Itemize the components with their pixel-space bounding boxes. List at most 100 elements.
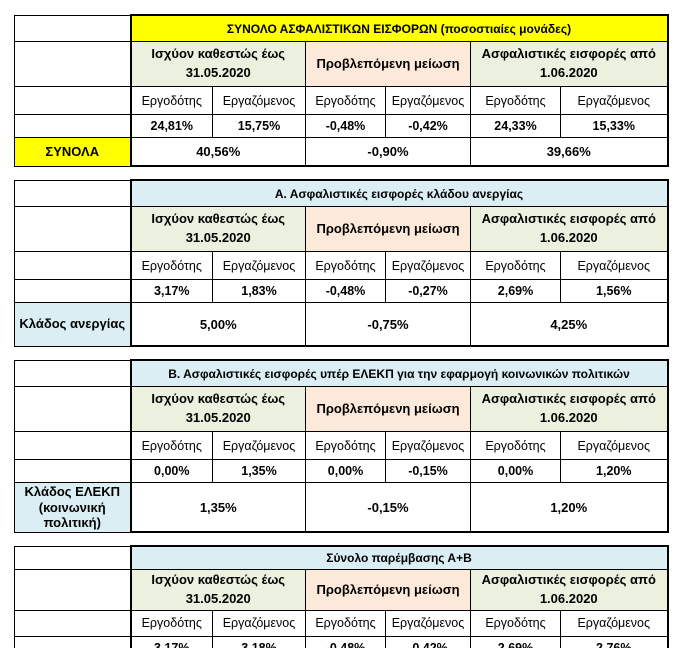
spacer-cell: [14, 431, 131, 460]
subheader-employee: Εργαζόμενος: [385, 86, 471, 115]
unemployment-table: Α. Ασφαλιστικές εισφορές κλάδου ανεργίας…: [14, 179, 669, 347]
spacer-cell: [14, 459, 131, 483]
summary-table: ΣΥΝΟΛΟ ΑΣΦΑΛΙΣΤΙΚΩΝ ΕΙΣΦΟΡΩΝ (ποσοστιαίε…: [14, 14, 669, 167]
total-cell: 40,56%: [129, 137, 306, 167]
table-title: ΣΥΝΟΛΟ ΑΣΦΑΛΙΣΤΙΚΩΝ ΕΙΣΦΟΡΩΝ (ποσοστιαίε…: [129, 14, 669, 42]
subheader-employee: Εργαζόμενος: [212, 431, 306, 460]
spacer-cell: [14, 569, 131, 611]
value-cell: -0,48%: [305, 279, 386, 303]
total-cell: 5,00%: [129, 302, 306, 347]
subheader-employee: Εργαζόμενος: [212, 609, 306, 637]
subheader-employer: Εργοδότης: [470, 86, 561, 115]
subheader-employee: Εργαζόμενος: [560, 609, 669, 637]
subheader-employee: Εργαζόμενος: [385, 431, 471, 460]
total-cell: 4,25%: [470, 302, 669, 347]
value-cell: 1,35%: [212, 459, 306, 483]
spacer-cell: [14, 359, 131, 387]
spacer-cell: [14, 609, 131, 637]
elekp-table-block: Β. Ασφαλιστικές εισφορές υπέρ ΕΛΕΚΠ για …: [14, 359, 683, 534]
spacer-cell: [14, 179, 131, 207]
spacer-cell: [14, 386, 131, 432]
table-title: Β. Ασφαλιστικές εισφορές υπέρ ΕΛΕΚΠ για …: [129, 359, 669, 387]
group-header-reduction: Προβλεπόμενη μείωση: [305, 41, 471, 87]
subheader-employee: Εργαζόμενος: [560, 431, 669, 460]
value-cell: 24,81%: [129, 114, 213, 138]
group-header-current-regime: Ισχύον καθεστώς έως 31.05.2020: [129, 41, 306, 87]
summary-table-block: ΣΥΝΟΛΟ ΑΣΦΑΛΙΣΤΙΚΩΝ ΕΙΣΦΟΡΩΝ (ποσοστιαίε…: [14, 14, 683, 167]
value-cell: 3,17%: [129, 635, 213, 648]
group-header-new-contributions: Ασφαλιστικές εισφορές από 1.06.2020: [470, 41, 669, 87]
subheader-employer: Εργοδότης: [470, 251, 561, 280]
value-cell: -0,15%: [385, 459, 471, 483]
value-cell: 2,69%: [470, 635, 561, 648]
subheader-employee: Εργαζόμενος: [212, 86, 306, 115]
subheader-employer: Εργοδότης: [129, 431, 213, 460]
spacer-cell: [14, 545, 131, 571]
value-cell: 0,00%: [305, 459, 386, 483]
total-cell: -0,75%: [305, 302, 471, 347]
total-cell: -0,15%: [305, 482, 471, 534]
table-title: Α. Ασφαλιστικές εισφορές κλάδου ανεργίας: [129, 179, 669, 207]
value-cell: 1,20%: [560, 459, 669, 483]
value-cell: -0,48%: [305, 635, 386, 648]
value-cell: 0,00%: [470, 459, 561, 483]
group-header-new-contributions: Ασφαλιστικές εισφορές από 1.06.2020: [470, 569, 669, 611]
group-header-current-regime: Ισχύον καθεστώς έως 31.05.2020: [129, 386, 306, 432]
value-cell: 1,83%: [212, 279, 306, 303]
value-cell: -0,42%: [385, 635, 471, 648]
unemployment-table-block: Α. Ασφαλιστικές εισφορές κλάδου ανεργίας…: [14, 179, 683, 347]
subheader-employer: Εργοδότης: [129, 86, 213, 115]
value-cell: 3,18%: [212, 635, 306, 648]
subheader-employee: Εργαζόμενος: [212, 251, 306, 280]
value-cell: 2,69%: [470, 279, 561, 303]
spacer-cell: [14, 41, 131, 87]
row-label-klados-elekp: Κλάδος ΕΛΕΚΠ (κοινωνική πολιτική): [14, 482, 131, 533]
table-title: Σύνολο παρέμβασης Α+Β: [129, 545, 669, 571]
subheader-employer: Εργοδότης: [129, 609, 213, 637]
spacer-cell: [14, 279, 131, 303]
spacer-cell: [14, 14, 131, 42]
value-cell: -0,27%: [385, 279, 471, 303]
group-header-current-regime: Ισχύον καθεστώς έως 31.05.2020: [129, 569, 306, 611]
value-cell: 3,17%: [129, 279, 213, 303]
group-header-current-regime: Ισχύον καθεστώς έως 31.05.2020: [129, 206, 306, 252]
subheader-employee: Εργαζόμενος: [385, 609, 471, 637]
group-header-new-contributions: Ασφαλιστικές εισφορές από 1.06.2020: [470, 386, 669, 432]
subheader-employee: Εργαζόμενος: [560, 251, 669, 280]
total-cell: -0,90%: [305, 137, 471, 167]
value-cell: 1,56%: [560, 279, 669, 303]
total-cell: 39,66%: [470, 137, 669, 167]
value-cell: 0,00%: [129, 459, 213, 483]
row-label-synola: ΣΥΝΟΛΑ: [14, 137, 131, 167]
elekp-table: Β. Ασφαλιστικές εισφορές υπέρ ΕΛΕΚΠ για …: [14, 359, 669, 534]
value-cell: 24,33%: [470, 114, 561, 138]
total-ab-table: Σύνολο παρέμβασης Α+Β Ισχύον καθεστώς έω…: [14, 545, 669, 648]
spacer-cell: [14, 635, 131, 648]
spacer-cell: [14, 86, 131, 115]
subheader-employee: Εργαζόμενος: [560, 86, 669, 115]
value-cell: 15,75%: [212, 114, 306, 138]
group-header-reduction: Προβλεπόμενη μείωση: [305, 569, 471, 611]
group-header-reduction: Προβλεπόμενη μείωση: [305, 206, 471, 252]
subheader-employer: Εργοδότης: [305, 251, 386, 280]
value-cell: 15,33%: [560, 114, 669, 138]
subheader-employee: Εργαζόμενος: [385, 251, 471, 280]
row-label-klados-anergias: Κλάδος ανεργίας: [14, 302, 131, 347]
spacer-cell: [14, 114, 131, 138]
total-cell: 1,35%: [129, 482, 306, 534]
subheader-employer: Εργοδότης: [129, 251, 213, 280]
subheader-employer: Εργοδότης: [470, 431, 561, 460]
value-cell: -0,42%: [385, 114, 471, 138]
group-header-new-contributions: Ασφαλιστικές εισφορές από 1.06.2020: [470, 206, 669, 252]
value-cell: -0,48%: [305, 114, 386, 138]
subheader-employer: Εργοδότης: [305, 86, 386, 115]
subheader-employer: Εργοδότης: [305, 609, 386, 637]
value-cell: 2,76%: [560, 635, 669, 648]
total-ab-table-block: Σύνολο παρέμβασης Α+Β Ισχύον καθεστώς έω…: [14, 545, 683, 648]
group-header-reduction: Προβλεπόμενη μείωση: [305, 386, 471, 432]
subheader-employer: Εργοδότης: [470, 609, 561, 637]
subheader-employer: Εργοδότης: [305, 431, 386, 460]
total-cell: 1,20%: [470, 482, 669, 534]
spacer-cell: [14, 251, 131, 280]
spacer-cell: [14, 206, 131, 252]
